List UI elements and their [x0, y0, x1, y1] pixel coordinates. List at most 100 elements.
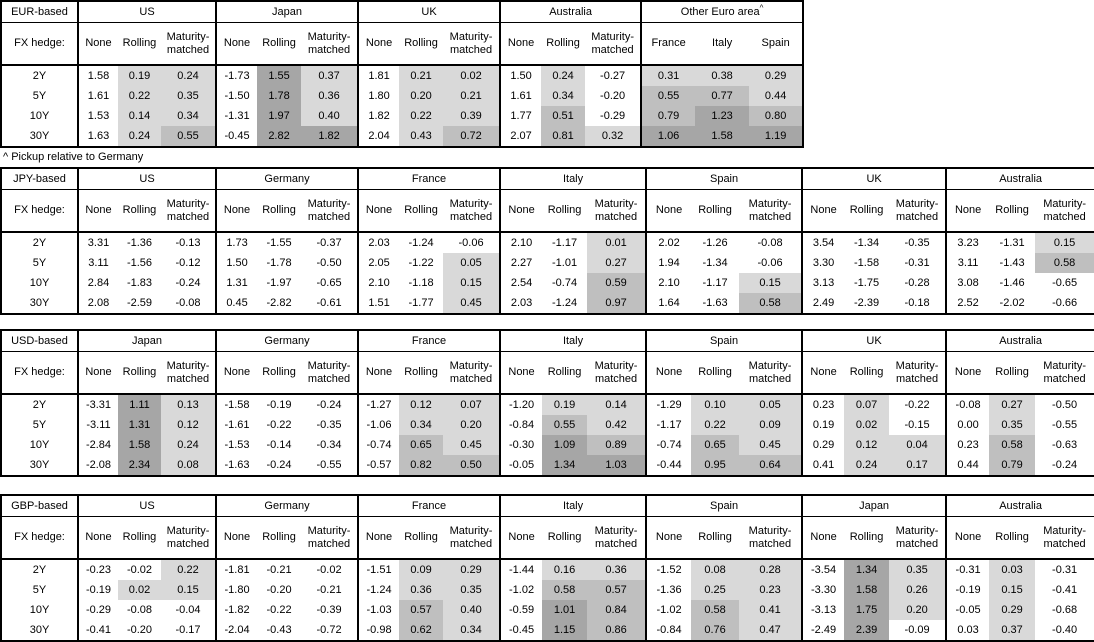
data-cell: -1.29: [645, 394, 692, 415]
data-cell: 0.80: [749, 106, 804, 126]
data-cell: 2.27: [499, 253, 543, 273]
data-cell: 0.14: [118, 106, 161, 126]
data-cell: 0.89: [587, 435, 647, 455]
data-cell: -0.29: [600, 110, 626, 122]
data-cell: 0.23: [739, 580, 803, 600]
data-cell: 1.51: [357, 293, 400, 314]
data-cell: -0.44: [645, 455, 692, 476]
country-name: Germany: [264, 335, 310, 347]
country-header: Spain: [645, 168, 803, 190]
data-cell: 0.45: [443, 293, 501, 314]
data-row: 5Y -3.11 1.31 0.12 -1.61 -0.22 -0.35 -1.06 0.34 0…: [1, 415, 1094, 435]
col-header: Maturity-matched: [585, 22, 642, 66]
data-cell: 0.02: [118, 580, 161, 600]
data-cell: -2.49: [801, 620, 845, 641]
data-cell: 0.07: [844, 394, 890, 415]
col-header: Rolling: [118, 189, 161, 233]
data-cell: -1.17: [552, 237, 578, 249]
col-header: None: [945, 189, 990, 233]
col-header: Maturity-matched: [739, 351, 803, 395]
data-cell: 0.19: [118, 65, 161, 86]
data-cell: 1.06: [640, 126, 696, 147]
data-cell: -0.20: [600, 90, 626, 102]
col-header: Rolling: [691, 516, 740, 560]
data-cell: 0.14: [587, 394, 647, 415]
col-header: Rolling: [989, 189, 1036, 233]
country-name: Australia: [549, 6, 592, 18]
country-header: US: [76, 1, 217, 23]
col-header: Maturity-matched: [301, 516, 359, 560]
data-cell: 0.02: [844, 415, 890, 435]
data-cell: 0.45: [739, 435, 803, 455]
col-header: Rolling: [399, 189, 444, 233]
col-header: Maturity-matched: [587, 189, 647, 233]
data-cell: 2.08: [77, 293, 118, 314]
data-row: 30Y -0.41 -0.20 -0.17 -2.04 -0.43 -0.72 -0.98 0.…: [1, 620, 1094, 641]
data-cell: -0.19: [266, 399, 292, 411]
data-cell: -1.31: [999, 237, 1025, 249]
data-cell: -1.24: [357, 580, 400, 600]
data-cell: 0.21: [399, 65, 444, 86]
data-cell: -2.82: [266, 297, 292, 309]
country-name: Spain: [709, 173, 739, 185]
tenor-label: 10Y: [1, 435, 79, 455]
col-header: None: [801, 189, 845, 233]
data-cell: 0.21: [443, 86, 501, 106]
col-header: Maturity-matched: [587, 516, 647, 560]
base-currency-label: GBP-based: [1, 495, 79, 517]
data-cell: -1.75: [854, 277, 880, 289]
data-cell: 0.27: [989, 394, 1036, 415]
data-cell: 0.41: [801, 455, 845, 476]
data-cell: -0.09: [904, 624, 930, 636]
col-header: None: [645, 351, 692, 395]
data-cell: -1.24: [408, 237, 434, 249]
tenor-label: 2Y: [1, 559, 79, 580]
data-cell: -1.34: [854, 237, 880, 249]
country-header-row: GBP-based US Germany France Italy Spain Japan A…: [1, 495, 1094, 517]
data-cell: 0.12: [161, 415, 217, 435]
data-cell: 0.95: [691, 455, 740, 476]
data-cell: 2.02: [645, 232, 692, 253]
country-header: Germany: [215, 330, 359, 352]
data-cell: -3.13: [801, 600, 845, 620]
jpy-based-grid: JPY-based US Germany France Italy Spain UK Aust…: [0, 167, 1094, 315]
data-cell: 3.08: [945, 273, 990, 293]
data-cell: 0.77: [695, 86, 750, 106]
data-cell: 0.13: [161, 394, 217, 415]
country-header: Australia: [499, 1, 642, 23]
col-header: Rolling: [542, 516, 588, 560]
data-cell: 2.03: [357, 232, 400, 253]
data-cell: 0.38: [695, 65, 750, 86]
data-cell: 0.58: [989, 435, 1036, 455]
country-header-row: EUR-based US Japan UK Australia Other Euro ar…: [1, 1, 804, 23]
data-cell: -0.29: [77, 600, 118, 620]
data-cell: -0.05: [499, 455, 543, 476]
data-cell: 0.55: [542, 415, 588, 435]
data-cell: 0.62: [399, 620, 444, 641]
data-cell: -1.55: [266, 237, 292, 249]
data-cell: -0.74: [357, 435, 400, 455]
data-cell: -1.17: [702, 277, 728, 289]
col-header: Rolling: [257, 22, 302, 66]
data-cell: 1.73: [215, 232, 258, 253]
data-cell: 0.57: [587, 580, 647, 600]
data-cell: 0.20: [399, 86, 444, 106]
table-gbp-based: GBP-based US Germany France Italy Spain Japan A…: [0, 494, 1094, 642]
col-header: None: [357, 189, 400, 233]
data-cell: -1.22: [408, 257, 434, 269]
data-cell: 0.29: [801, 435, 845, 455]
country-name: US: [139, 6, 155, 18]
data-cell: 0.86: [587, 620, 647, 641]
col-header: Rolling: [844, 189, 890, 233]
country-header: Italy: [499, 330, 647, 352]
data-cell: 0.58: [691, 600, 740, 620]
data-cell: 1.01: [542, 600, 588, 620]
country-header: Japan: [76, 330, 217, 352]
country-name: Spain: [709, 335, 739, 347]
data-cell: -3.54: [801, 559, 845, 580]
data-cell: -0.45: [499, 620, 543, 641]
data-cell: -1.01: [552, 257, 578, 269]
data-cell: 0.23: [945, 435, 990, 455]
data-cell: -0.24: [1052, 459, 1078, 471]
